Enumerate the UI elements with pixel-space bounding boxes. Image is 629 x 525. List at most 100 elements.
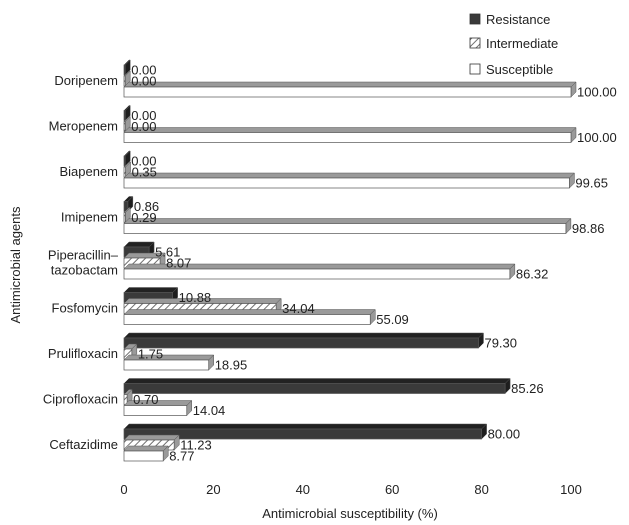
value-label-intermediate-7: 0.70 bbox=[133, 392, 158, 407]
value-label-resistance-5: 10.88 bbox=[179, 290, 212, 305]
category-label-7: Ciprofloxacin bbox=[43, 392, 118, 407]
bar-intermediate-3-front bbox=[123, 212, 126, 223]
bar-resistance-0-front bbox=[123, 64, 126, 76]
category-label-3: Imipenem bbox=[61, 210, 118, 225]
bar-susceptible-5-front bbox=[123, 314, 371, 325]
bar-resistance-6 bbox=[123, 332, 485, 349]
bar-intermediate-2 bbox=[123, 161, 132, 178]
legend-label-susceptible: Susceptible bbox=[486, 62, 553, 77]
value-label-susceptible-2: 99.65 bbox=[575, 176, 608, 191]
value-label-intermediate-6: 1.75 bbox=[138, 347, 163, 362]
bar-susceptible-3-front bbox=[123, 223, 567, 234]
legend-swatch-susceptible bbox=[469, 63, 481, 75]
bar-susceptible-5 bbox=[123, 308, 376, 326]
bar-susceptible-2-front bbox=[123, 177, 570, 189]
y-axis-title: Antimicrobial agents bbox=[8, 206, 23, 324]
bar-susceptible-2-top bbox=[123, 172, 576, 179]
bar-resistance-7 bbox=[123, 377, 511, 395]
x-tick-label-5: 100 bbox=[560, 482, 582, 497]
value-label-intermediate-8: 11.23 bbox=[180, 438, 212, 453]
value-label-susceptible-3: 98.86 bbox=[572, 221, 605, 236]
bar-susceptible-7-front bbox=[123, 405, 188, 416]
value-label-susceptible-0: 100.00 bbox=[577, 85, 617, 100]
bar-susceptible-5-top bbox=[123, 309, 376, 315]
bars-layer bbox=[123, 59, 577, 462]
bar-susceptible-1-top bbox=[123, 127, 577, 133]
category-label-2: Biapenem bbox=[59, 164, 118, 179]
value-label-intermediate-4: 8.07 bbox=[166, 256, 191, 271]
bar-resistance-7-top bbox=[123, 378, 511, 384]
value-label-resistance-2: 0.00 bbox=[131, 154, 156, 169]
bar-susceptible-3 bbox=[123, 217, 572, 235]
value-label-intermediate-1: 0.00 bbox=[131, 119, 156, 134]
bar-intermediate-2-front bbox=[123, 166, 126, 178]
legend-label-intermediate: Intermediate bbox=[486, 36, 558, 51]
bar-susceptible-1-front bbox=[123, 132, 572, 143]
value-label-susceptible-6: 18.95 bbox=[215, 358, 248, 373]
value-label-resistance-8: 80.00 bbox=[488, 427, 521, 442]
x-tick-label-0: 0 bbox=[120, 482, 127, 497]
value-label-resistance-4: 5.61 bbox=[155, 245, 180, 260]
bar-susceptible-2 bbox=[123, 172, 576, 189]
bar-susceptible-3-top bbox=[123, 218, 572, 224]
bar-resistance-7-front bbox=[123, 383, 506, 394]
category-label-6: Prulifloxacin bbox=[48, 346, 118, 361]
bar-susceptible-4 bbox=[123, 263, 516, 280]
bar-resistance-1-front bbox=[123, 110, 126, 121]
x-tick-label-1: 20 bbox=[206, 482, 220, 497]
bar-susceptible-0-front bbox=[123, 86, 572, 98]
value-label-resistance-0: 0.00 bbox=[131, 63, 156, 78]
bar-susceptible-6-front bbox=[123, 359, 210, 371]
value-label-intermediate-2: 0.35 bbox=[132, 165, 157, 180]
value-label-resistance-6: 79.30 bbox=[484, 336, 517, 351]
x-tick-label-4: 80 bbox=[474, 482, 488, 497]
value-label-resistance-3: 0.86 bbox=[134, 199, 159, 214]
value-label-susceptible-8: 8.77 bbox=[169, 449, 194, 464]
bar-resistance-8-top bbox=[123, 423, 488, 430]
bar-susceptible-4-front bbox=[123, 268, 511, 280]
bar-resistance-8 bbox=[123, 423, 488, 440]
bar-resistance-6-top bbox=[123, 332, 485, 339]
x-axis-title: Antimicrobial susceptibility (%) bbox=[262, 506, 438, 521]
legend: Resistance Intermediate Susceptible bbox=[469, 12, 558, 77]
bar-resistance-8-front bbox=[123, 428, 482, 440]
labels-layer: 0.000.00100.00Doripenem0.000.00100.00Mer… bbox=[43, 63, 617, 464]
bar-intermediate-8-top bbox=[123, 434, 180, 441]
category-label-1: Meropenem bbox=[49, 119, 118, 134]
bar-susceptible-6 bbox=[123, 354, 215, 371]
category-label-4: Piperacillin– tazobactam bbox=[48, 248, 119, 278]
category-label-0: Doripenem bbox=[54, 73, 118, 88]
x-tick-label-2: 40 bbox=[296, 482, 310, 497]
bar-susceptible-7 bbox=[123, 399, 193, 417]
bar-intermediate-0-front bbox=[123, 75, 126, 87]
bar-susceptible-8-top bbox=[123, 445, 169, 452]
legend-swatch-resistance bbox=[469, 13, 481, 25]
bar-susceptible-0-top bbox=[123, 81, 577, 88]
bar-susceptible-1 bbox=[123, 126, 577, 144]
value-label-intermediate-0: 0.00 bbox=[131, 74, 156, 89]
bar-susceptible-0 bbox=[123, 81, 577, 98]
bar-intermediate-5 bbox=[123, 297, 282, 315]
bar-resistance-5-top bbox=[123, 287, 179, 293]
bar-resistance-6-front bbox=[123, 337, 479, 349]
bar-susceptible-8 bbox=[123, 445, 169, 462]
bar-resistance-2-front bbox=[123, 155, 126, 167]
value-label-intermediate-5: 34.04 bbox=[282, 301, 315, 316]
x-axis: 0 20 40 60 80 100 bbox=[120, 482, 581, 497]
bar-intermediate-8 bbox=[123, 434, 180, 451]
category-label-5: Fosfomycin bbox=[52, 301, 118, 316]
value-label-susceptible-1: 100.00 bbox=[577, 130, 617, 145]
legend-label-resistance: Resistance bbox=[486, 12, 550, 27]
value-label-susceptible-5: 55.09 bbox=[376, 312, 409, 327]
value-label-resistance-7: 85.26 bbox=[511, 381, 544, 396]
value-label-susceptible-7: 14.04 bbox=[193, 403, 226, 418]
bar-susceptible-8-front bbox=[123, 450, 164, 462]
category-label-8: Ceftazidime bbox=[49, 437, 118, 452]
bar-resistance-3 bbox=[123, 195, 134, 213]
bar-intermediate-1-front bbox=[123, 121, 126, 132]
x-tick-label-3: 60 bbox=[385, 482, 399, 497]
value-label-susceptible-4: 86.32 bbox=[516, 267, 549, 282]
value-label-intermediate-3: 0.29 bbox=[131, 210, 156, 225]
value-label-resistance-1: 0.00 bbox=[131, 108, 156, 123]
